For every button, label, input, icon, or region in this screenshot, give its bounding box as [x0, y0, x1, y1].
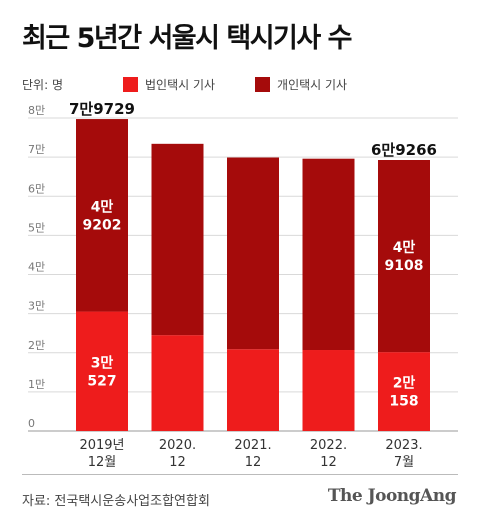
y-tick-label: 0: [28, 417, 35, 430]
segment-label-corporate: 527: [87, 373, 116, 389]
legend-label-individual: 개인택시 기사: [277, 78, 348, 92]
bar-corporate: [378, 352, 430, 431]
legend-swatch-individual: [255, 77, 271, 92]
bar-individual: [151, 143, 204, 336]
bar-corporate: [302, 350, 355, 431]
source-note: 자료: 전국택시운송사업조합연합회: [22, 494, 210, 509]
y-tick-label: 2만: [28, 339, 45, 352]
legend-row: 단위: 명 법인택시 기사 개인택시 기사: [22, 76, 347, 93]
segment-label-corporate: 158: [389, 394, 418, 410]
chart-title: 최근 5년간 서울시 택시기사 수: [22, 23, 352, 54]
x-tick-label: 2022.: [310, 438, 347, 453]
total-label: 6만9266: [371, 141, 437, 159]
segment-label-individual: 9108: [385, 258, 424, 274]
x-tick-label: 12월: [88, 455, 117, 470]
y-tick-label: 7만: [28, 143, 45, 156]
bar-corporate: [151, 335, 204, 431]
x-tick-label: 2021.: [234, 438, 271, 453]
x-tick-label: 2020.: [159, 438, 196, 453]
bar-individual: [302, 158, 355, 351]
legend-label-corporate: 법인택시 기사: [144, 78, 216, 92]
x-tick-label: 2019년: [79, 438, 124, 453]
bar-individual: [76, 119, 128, 312]
segment-label-individual: 4만: [393, 240, 416, 256]
legend-item-individual: 개인택시 기사: [255, 76, 347, 93]
bar-corporate: [227, 349, 279, 431]
segment-label-corporate: 3만: [91, 355, 114, 371]
x-tick-label: 12: [169, 455, 186, 470]
x-tick-label: 12: [320, 455, 337, 470]
y-tick-label: 5만: [28, 221, 45, 234]
footer-divider: [22, 474, 458, 475]
brand-logo: The JoongAng: [327, 486, 457, 506]
legend-item-corporate: 법인택시 기사: [122, 76, 216, 93]
y-tick-label: 8만: [28, 104, 45, 117]
segment-label-individual: 9202: [83, 217, 122, 233]
y-tick-label: 4만: [28, 261, 45, 274]
y-tick-label: 1만: [28, 378, 45, 391]
segment-label-individual: 4만: [91, 199, 114, 215]
total-label: 7만9729: [69, 100, 135, 118]
y-tick-label: 3만: [28, 300, 45, 313]
bar-individual: [378, 159, 430, 353]
x-tick-label: 2023.: [385, 438, 422, 453]
legend-swatch-corporate: [122, 77, 138, 92]
unit-label: 단위: 명: [22, 78, 63, 92]
y-tick-label: 6만: [28, 182, 45, 195]
x-tick-label: 7월: [394, 455, 414, 470]
x-tick-label: 12: [245, 455, 262, 470]
bar-individual: [227, 157, 279, 350]
segment-label-corporate: 2만: [393, 376, 416, 392]
bar-corporate: [76, 311, 128, 431]
